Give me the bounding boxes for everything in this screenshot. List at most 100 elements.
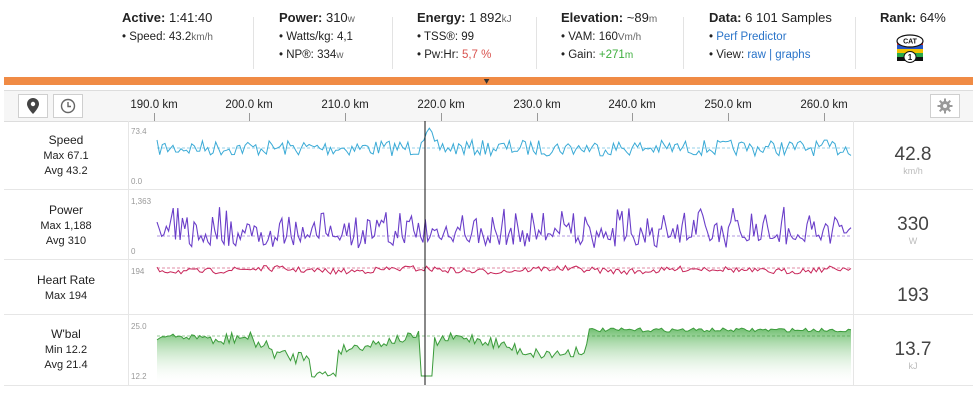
time-axis-button[interactable] xyxy=(53,94,83,118)
perf-predictor-link[interactable]: Perf Predictor xyxy=(716,31,787,43)
speed-avg: Avg 43.2 xyxy=(44,165,88,177)
row-divider xyxy=(4,314,973,315)
np-value: 334 xyxy=(317,49,337,61)
gain-unit: m xyxy=(624,50,634,61)
tss-value: 99 xyxy=(461,31,475,43)
heart-name: Heart Rate xyxy=(36,273,96,287)
wkg-value: 4,1 xyxy=(336,31,353,43)
heart-max: Max 194 xyxy=(44,290,88,302)
wbal-name: W'bal xyxy=(51,327,81,341)
wbal-avg: Avg 21.4 xyxy=(44,359,88,371)
row-divider xyxy=(4,189,973,190)
speed-axis-max: 73.4 xyxy=(131,127,147,136)
cat-badge-icon: CAT 1 xyxy=(896,34,924,63)
wbal-current-unit: kJ xyxy=(908,361,918,371)
power-axis-min: 0 xyxy=(131,247,136,256)
panel-divider xyxy=(853,121,854,385)
gain-value: +271 xyxy=(598,49,625,61)
power-avg: Avg 310 xyxy=(45,235,87,247)
speed-label: • Speed: xyxy=(122,31,166,43)
wbal-axis-max: 25.0 xyxy=(131,322,147,331)
chart-toolbar: 190.0 km 200.0 km 210.0 km 220.0 km 230.0 km… xyxy=(4,90,973,122)
distance-tick-mark xyxy=(345,113,346,121)
distance-tick-mark xyxy=(249,113,250,121)
distance-tick-mark xyxy=(441,113,442,121)
distance-tick-label: 200.0 km xyxy=(225,99,273,111)
view-graphs-link[interactable]: graphs xyxy=(775,49,811,61)
divider xyxy=(855,17,856,69)
vam-label: • VAM: xyxy=(561,31,596,43)
row-divider xyxy=(4,259,973,260)
speed-current-value: 42.8 xyxy=(894,144,932,165)
stat-elevation: Elevation: ~89m • VAM: 160Vm/h • Gain: +… xyxy=(561,10,657,70)
power-unit: w xyxy=(347,14,355,25)
view-divider: | xyxy=(769,49,773,61)
map-pin-button[interactable] xyxy=(18,94,48,118)
heart-current-value: 193 xyxy=(897,285,929,306)
elevation-value: ~89 xyxy=(626,10,649,25)
speed-current-unit: km/h xyxy=(903,166,923,176)
power-current: 330 W xyxy=(853,214,973,246)
view-raw-link[interactable]: raw xyxy=(747,49,766,61)
power-current-value: 330 xyxy=(897,214,929,235)
divider xyxy=(392,17,393,69)
stat-rank: Rank: 64% CAT 1 xyxy=(880,10,946,70)
distance-tick-label: 190.0 km xyxy=(130,99,178,111)
energy-label: Energy: xyxy=(417,10,466,25)
heart-axis-max: 194 xyxy=(131,267,145,276)
heart-trace xyxy=(156,264,852,276)
energy-value: 1 892 xyxy=(469,10,502,25)
row-divider xyxy=(4,385,973,386)
power-max: Max 1,188 xyxy=(40,220,92,232)
active-label: Active: xyxy=(122,10,166,25)
divider xyxy=(536,17,537,69)
wbal-current-value: 13.7 xyxy=(894,339,932,360)
heart-current: 193 xyxy=(853,285,973,307)
distance-tick-label: 260.0 km xyxy=(800,99,848,111)
collapse-bar[interactable] xyxy=(4,77,973,85)
tss-label: • TSS®: xyxy=(417,31,459,43)
clock-icon xyxy=(60,98,76,114)
distance-tick-mark xyxy=(632,113,633,121)
rank-label: Rank: xyxy=(880,10,917,25)
divider xyxy=(683,17,684,69)
power-name: Power xyxy=(48,203,83,217)
distance-tick-label: 210.0 km xyxy=(321,99,369,111)
distance-tick-label: 220.0 km xyxy=(417,99,465,111)
distance-tick-mark xyxy=(728,113,729,121)
stat-active: Active: 1:41:40 • Speed: 43.2km/h xyxy=(122,10,213,70)
speed-max: Max 67.1 xyxy=(43,150,89,162)
chevron-down-icon[interactable]: ⯆︎ xyxy=(483,77,491,87)
stat-power: Power: 310w • Watts/kg: 4,1 • NP®: 334w xyxy=(279,10,355,70)
wkg-label: • Watts/kg: xyxy=(279,31,334,43)
wbal-current: 13.7 kJ xyxy=(853,339,973,371)
stat-energy: Energy: 1 892kJ • TSS®: 99 • Pw:Hr: 5,7 … xyxy=(417,10,512,70)
pwhr-label: • Pw:Hr: xyxy=(417,49,459,61)
distance-tick-label: 240.0 km xyxy=(608,99,656,111)
wbal-row-label: W'bal Min 12.2 Avg 21.4 xyxy=(4,327,128,371)
divider xyxy=(253,17,254,69)
panel-divider xyxy=(128,121,129,385)
speed-axis-min: 0.0 xyxy=(131,177,143,186)
speed-current: 42.8 km/h xyxy=(853,144,973,176)
map-pin-icon xyxy=(27,98,39,114)
badge-num: 1 xyxy=(908,53,913,62)
distance-tick-label: 250.0 km xyxy=(704,99,752,111)
speed-unit: km/h xyxy=(191,32,213,43)
settings-button[interactable] xyxy=(930,94,960,118)
distance-tick-mark xyxy=(154,113,155,121)
wbal-min: Min 12.2 xyxy=(44,344,88,356)
speed-name: Speed xyxy=(48,133,84,147)
np-label: • NP®: xyxy=(279,49,314,61)
power-trace xyxy=(156,206,852,249)
wbal-axis-min: 12.2 xyxy=(131,372,147,381)
distance-tick-mark xyxy=(537,113,538,121)
speed-trace xyxy=(156,127,852,158)
rank-value: 64% xyxy=(919,10,946,25)
speed-value: 43.2 xyxy=(168,31,192,43)
distance-tick-label: 230.0 km xyxy=(513,99,561,111)
wbal-area xyxy=(157,328,851,383)
pwhr-value: 5,7 % xyxy=(461,49,492,61)
stat-data: Data: 6 101 Samples • Perf Predictor • V… xyxy=(709,10,832,70)
